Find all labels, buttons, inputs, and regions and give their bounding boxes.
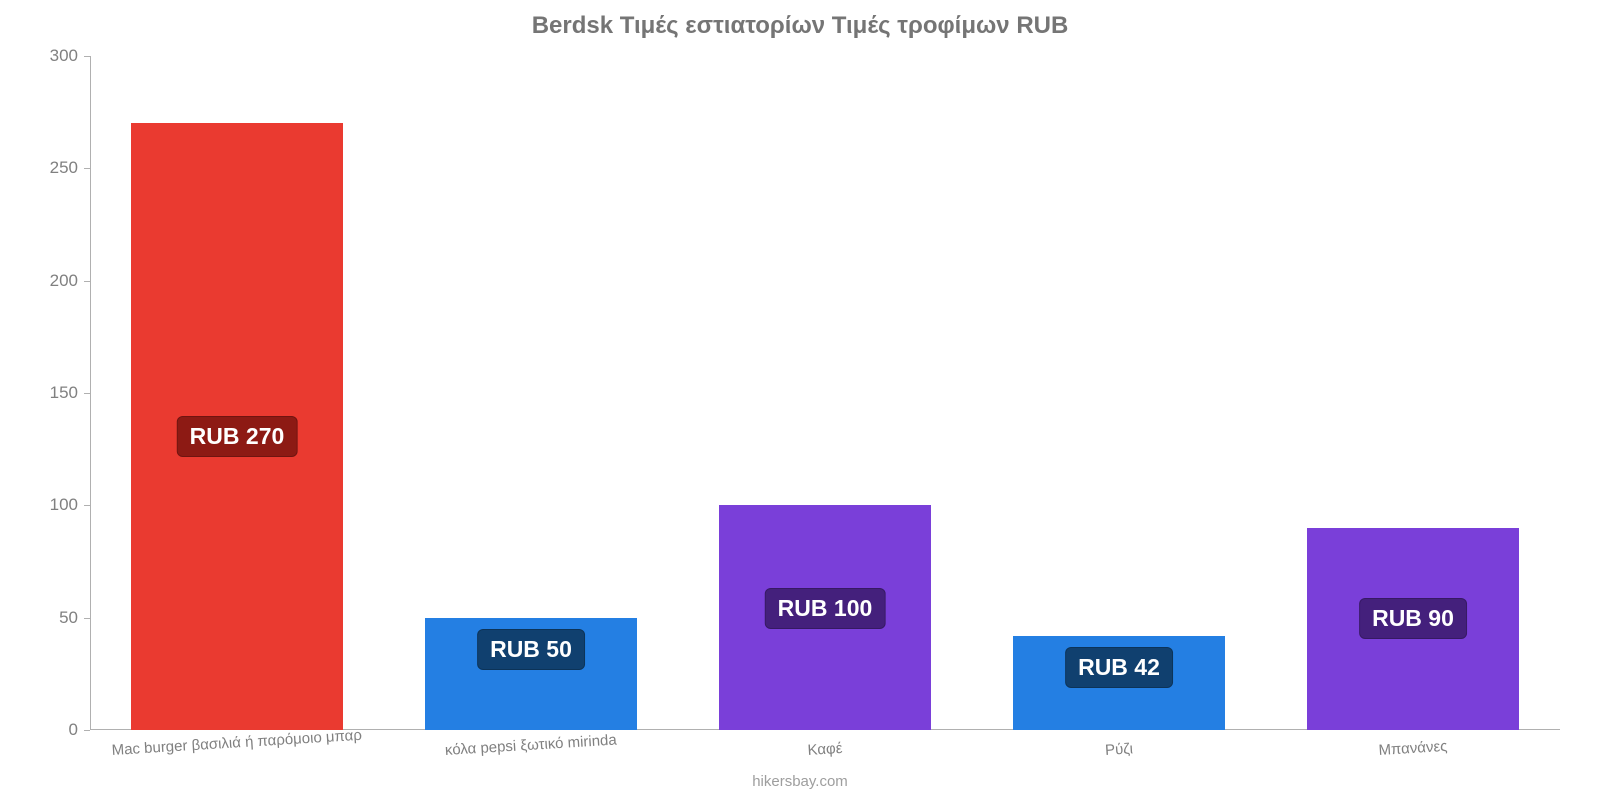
ytick-label: 150 <box>50 383 90 403</box>
xlabel: Ρύζι <box>1105 740 1134 759</box>
ytick-label: 250 <box>50 158 90 178</box>
bar: RUB 270 <box>131 123 343 730</box>
attribution-text: hikersbay.com <box>0 773 1600 790</box>
xlabel: Καφέ <box>807 740 843 759</box>
chart-title: Berdsk Τιμές εστιατορίων Τιμές τροφίμων … <box>0 0 1600 40</box>
ytick-label: 300 <box>50 46 90 66</box>
value-badge: RUB 42 <box>1065 647 1173 688</box>
ytick-label: 200 <box>50 271 90 291</box>
bar: RUB 90 <box>1307 528 1519 730</box>
bar: RUB 100 <box>719 505 931 730</box>
value-badge: RUB 100 <box>765 588 886 629</box>
value-badge: RUB 270 <box>177 416 298 457</box>
xlabels-container: Mac burger βασιλιά ή παρόμοιο μπαρκόλα p… <box>90 736 1560 766</box>
value-badge: RUB 50 <box>477 629 585 670</box>
price-bar-chart: Berdsk Τιμές εστιατορίων Τιμές τροφίμων … <box>0 0 1600 800</box>
ytick-label: 0 <box>69 720 90 740</box>
bars-container: RUB 270 RUB 50 RUB 100 RUB 42 RUB 90 <box>90 56 1560 730</box>
bar: RUB 42 <box>1013 636 1225 730</box>
value-badge: RUB 90 <box>1359 598 1467 639</box>
xlabel: Mac burger βασιλιά ή παρόμοιο μπαρ <box>111 727 362 759</box>
xlabel: Μπανάνες <box>1378 738 1448 759</box>
bar: RUB 50 <box>425 618 637 730</box>
ytick-label: 100 <box>50 495 90 515</box>
xlabel: κόλα pepsi ξωτικό mirinda <box>444 732 617 759</box>
ytick-label: 50 <box>59 608 90 628</box>
plot-area: RUB 270RUB 50RUB 100RUB 42RUB 90 0501001… <box>90 56 1560 730</box>
